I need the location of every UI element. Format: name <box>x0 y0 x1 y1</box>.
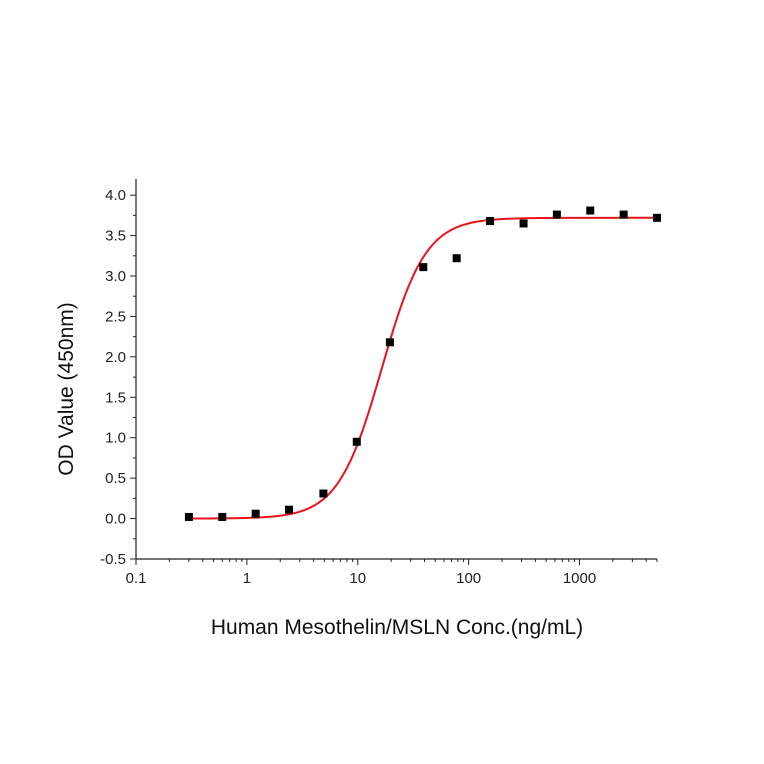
x-tick-label: 10 <box>349 570 366 587</box>
y-tick-label: 2.0 <box>105 349 126 366</box>
y-tick-label: 3.0 <box>105 268 126 285</box>
data-point <box>486 217 495 226</box>
y-tick-label: 3.5 <box>105 228 126 245</box>
data-point <box>285 505 294 514</box>
y-tick-label: 0.5 <box>105 470 126 487</box>
y-tick-label: -0.5 <box>100 551 126 568</box>
data-point <box>653 213 661 222</box>
y-tick-label: 0.0 <box>105 511 126 528</box>
data-point <box>218 512 227 521</box>
data-point <box>184 512 193 521</box>
y-tick-label: 1.0 <box>105 430 126 447</box>
data-point <box>385 338 394 347</box>
data-point <box>619 210 628 219</box>
y-axis-title: OD Value (450nm) <box>55 302 78 476</box>
data-points-group <box>184 206 661 521</box>
x-tick-label: 1000 <box>563 570 596 587</box>
fit-curve-line <box>188 216 657 520</box>
axes <box>135 179 657 560</box>
data-point <box>452 254 461 263</box>
fit-curve-group <box>188 216 657 520</box>
x-tick-label: 100 <box>456 570 481 587</box>
data-point <box>251 509 260 518</box>
y-tick-label: 1.5 <box>105 389 126 406</box>
x-axis-title: Human Mesothelin/MSLN Conc.(ng/mL) <box>211 616 583 639</box>
data-point <box>519 219 528 228</box>
y-tick-label: 4.0 <box>105 187 126 204</box>
data-point <box>552 210 561 219</box>
x-tick-label: 1 <box>243 570 251 587</box>
x-tick-label: 0.1 <box>126 570 147 587</box>
y-tick-label: 2.5 <box>105 308 126 325</box>
data-point <box>419 263 428 272</box>
data-point <box>586 206 595 215</box>
tick-group: -0.5 0.0 0.5 1.0 1.5 2.0 2.5 3.0 3.5 4.0 0.1 1 10 100… <box>100 187 658 587</box>
data-point <box>352 437 361 446</box>
data-point <box>319 489 328 498</box>
